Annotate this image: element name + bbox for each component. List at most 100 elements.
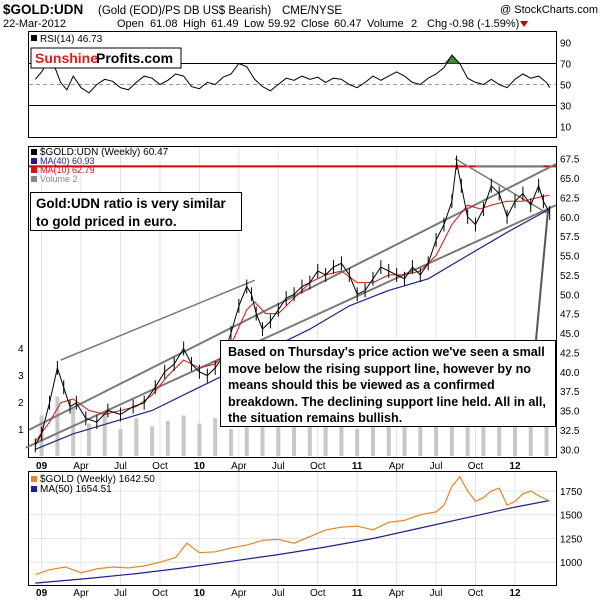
volume-bar: [307, 423, 312, 456]
gold-x-tick-label: 11: [352, 588, 363, 599]
volume-bar: [497, 418, 502, 456]
price-tick-label: 65.0: [560, 174, 580, 185]
price-tick-label: 60.0: [560, 213, 580, 224]
price-tick-label: 55.0: [560, 252, 580, 263]
volume-bar: [197, 423, 202, 456]
volume-bar: [449, 420, 454, 456]
rsi-legend-swatch: [31, 35, 37, 41]
gold-x-tick-label: Oct: [310, 588, 326, 599]
gold-x-tick-label: 09: [36, 588, 48, 599]
gold-x-tick-label: Apr: [389, 588, 405, 599]
gold-legend-text: $GOLD (Weekly) 1642.50: [40, 474, 155, 485]
volume-tick-label: 2: [18, 398, 24, 409]
price-tick-label: 30.0: [560, 445, 580, 456]
volume-bar: [402, 426, 407, 456]
volume-bar: [323, 418, 328, 456]
rsi-overbought-fill: [443, 55, 452, 64]
ma10-line: [34, 194, 550, 442]
volume-bar: [465, 415, 470, 456]
rsi-tick-label: 90: [560, 39, 572, 50]
price-tick-label: 57.5: [560, 232, 580, 243]
volume-bar: [418, 418, 423, 456]
low-value: 59.92: [268, 18, 296, 30]
ma40-line: [35, 208, 550, 450]
volume-bar: [181, 415, 186, 456]
rsi-line: [34, 54, 551, 94]
price-panel-frame: [28, 146, 557, 458]
price-legend-swatch: [31, 167, 37, 173]
price-x-tick-label: Jul: [114, 461, 127, 472]
price-tick-label: 32.5: [560, 426, 580, 437]
price-legend-text: MA(10) 62.79: [40, 165, 95, 175]
volume-bar: [355, 429, 360, 456]
legend-layer: RSI(14) 46.73$GOLD:UDN (Weekly) 60.47MA(…: [31, 34, 549, 495]
rsi-tick-label: 70: [560, 60, 572, 71]
gold-legend-swatch: [31, 486, 37, 492]
price-tick-label: 52.5: [560, 271, 580, 282]
gold-x-tick-label: Oct: [468, 588, 484, 599]
volume-bar: [512, 420, 517, 456]
price-line: [34, 162, 551, 446]
gold-x-tick-label: 10: [194, 588, 206, 599]
rsi-panel-frame: [28, 31, 557, 138]
gold-ma50-line: [35, 499, 550, 584]
price-tick-label: 67.5: [560, 155, 580, 166]
low-label: Low: [244, 18, 264, 30]
price-x-tick-label: Oct: [310, 461, 326, 472]
price-x-tick-label: 09: [36, 461, 48, 472]
volume-label: Volume: [367, 18, 404, 30]
price-legend-swatch: [31, 158, 37, 164]
price-legend-text: MA(40) 60.93: [40, 156, 95, 166]
gold-tick-label: 1250: [560, 534, 583, 545]
volume-tick-label: 3: [18, 371, 24, 382]
volume-bar: [228, 429, 233, 456]
gold-x-tick-label: Oct: [152, 588, 168, 599]
volume-bar: [134, 418, 139, 456]
gold-tick-label: 1500: [560, 511, 583, 522]
logo-text-sunshine: Sunshine: [35, 50, 98, 66]
volume-tick-label: 4: [18, 344, 24, 355]
gold-x-tick-label: Jul: [114, 588, 127, 599]
gold-tick-label: 1000: [560, 558, 583, 569]
rsi-legend-text: RSI(14) 46.73: [40, 34, 103, 45]
gold-tick-label: 1750: [560, 487, 583, 498]
volume-bar: [71, 407, 76, 456]
upper-trendline-short: [60, 279, 255, 361]
price-tick-label: 42.5: [560, 348, 580, 359]
close-label: Close: [301, 18, 329, 30]
header-date: 22-Mar-2012: [3, 18, 66, 30]
price-legend-swatch: [31, 176, 37, 182]
rsi-tick-label: 30: [560, 102, 572, 113]
rsi-tick-label: 50: [560, 81, 572, 92]
price-x-tick-label: Jul: [430, 461, 443, 472]
gold-x-tick-label: Jul: [430, 588, 443, 599]
price-tick-label: 37.5: [560, 387, 580, 398]
header-exchange: CME/NYSE: [282, 5, 342, 17]
volume-bar: [150, 426, 155, 456]
gold-x-tick-label: Apr: [231, 588, 247, 599]
price-tick-label: 45.0: [560, 329, 580, 340]
volume-value: 2: [411, 18, 417, 30]
high-label: High: [183, 18, 206, 30]
open-value: 61.08: [150, 18, 178, 30]
lower-channel-line: [25, 204, 557, 449]
down-arrow-icon: [520, 21, 528, 27]
volume-bar: [339, 420, 344, 456]
volume-bar: [370, 415, 375, 456]
grid-layer: [29, 63, 556, 585]
chg-label: Chg: [427, 18, 447, 30]
gold-legend-swatch: [31, 476, 37, 482]
price-tick-label: 50.0: [560, 290, 580, 301]
price-x-tick-label: 12: [509, 461, 521, 472]
price-legend-text: $GOLD:UDN (Weekly) 60.47: [40, 147, 169, 158]
price-tick-label: 40.0: [560, 368, 580, 379]
price-tick-label: 35.0: [560, 407, 580, 418]
open-label: Open: [117, 18, 144, 30]
gold-x-tick-label: Jul: [272, 588, 285, 599]
chg-value: -0.98 (-1.59%): [449, 18, 519, 30]
gold-x-tick-label: 12: [509, 588, 521, 599]
price-legend-swatch: [31, 149, 37, 155]
volume-bar: [260, 420, 265, 456]
volume-bar: [86, 423, 91, 456]
series-layer: [34, 54, 551, 584]
